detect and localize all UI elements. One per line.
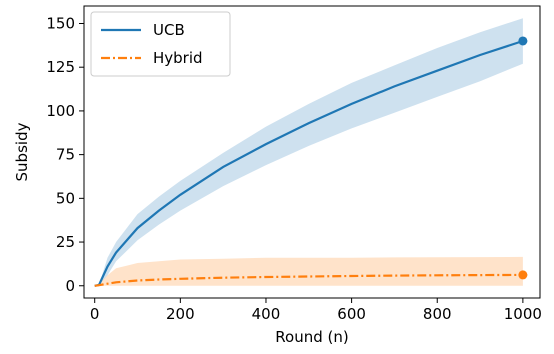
legend-label-hybrid: Hybrid [153, 49, 203, 67]
y-tick: 25 [56, 233, 84, 251]
x-tick-label: 400 [252, 305, 281, 323]
y-tick: 150 [46, 14, 84, 32]
x-axis-label: Round (n) [275, 328, 348, 346]
endpoint-hybrid [518, 270, 528, 280]
y-tick: 50 [56, 189, 84, 207]
band-hybrid [94, 256, 523, 286]
y-tick: 75 [56, 146, 84, 164]
x-tick-label: 800 [423, 305, 452, 323]
end-markers [518, 36, 528, 280]
line-ucb [94, 39, 524, 287]
legend-label-ucb: UCB [153, 21, 185, 39]
y-tick-label: 100 [46, 102, 75, 120]
x-tick-label: 200 [166, 305, 195, 323]
x-tick: 400 [252, 298, 281, 323]
line-hybrid [94, 273, 523, 287]
x-tick: 600 [337, 298, 366, 323]
y-tick: 0 [65, 277, 84, 295]
series-lines [94, 39, 524, 287]
x-tick: 1000 [504, 298, 542, 323]
y-tick: 125 [46, 58, 84, 76]
plot-frame [83, 5, 541, 299]
x-tick-label: 600 [337, 305, 366, 323]
y-tick-label: 150 [46, 14, 75, 32]
y-tick-label: 125 [46, 58, 75, 76]
endpoint-ucb [518, 36, 528, 46]
y-axis-label: Subsidy [13, 122, 31, 181]
y-tick-label: 50 [56, 189, 75, 207]
x-tick: 0 [90, 298, 100, 323]
x-tick-label: 0 [90, 305, 100, 323]
x-axis-ticks: 0 200 400 600 800 1000 [90, 298, 542, 323]
x-tick-label: 1000 [504, 305, 542, 323]
legend-box [90, 11, 231, 77]
y-axis-ticks: 0 25 50 75 100 125 150 [46, 14, 84, 295]
x-tick: 800 [423, 298, 452, 323]
y-tick-label: 0 [65, 277, 75, 295]
legend: UCB Hybrid [90, 11, 231, 77]
y-tick-label: 75 [56, 146, 75, 164]
x-tick: 200 [166, 298, 195, 323]
band-ucb [94, 18, 523, 286]
y-tick-label: 25 [56, 233, 75, 251]
y-tick: 100 [46, 102, 84, 120]
